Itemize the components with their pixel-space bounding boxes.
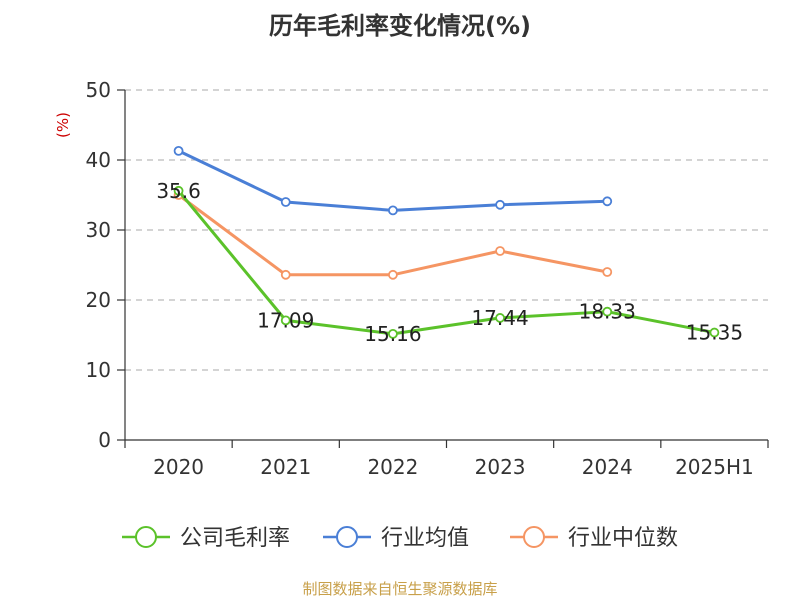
legend: 公司毛利率 行业均值 行业中位数 bbox=[122, 526, 678, 551]
data-point bbox=[173, 185, 184, 196]
data-point bbox=[388, 328, 398, 339]
x-tick-label: 2020 bbox=[153, 455, 204, 479]
x-tick-label: 2022 bbox=[367, 455, 418, 479]
data-point bbox=[709, 327, 720, 338]
y-tick-label: 40 bbox=[86, 148, 111, 172]
data-point bbox=[280, 315, 291, 326]
x-tick-label: 2021 bbox=[260, 455, 311, 479]
data-point bbox=[602, 196, 613, 207]
y-tick-label: 0 bbox=[98, 428, 111, 452]
x-tick-label: 2023 bbox=[475, 455, 526, 479]
data-label: 15.35 bbox=[686, 321, 743, 345]
data-label: 18.33 bbox=[579, 300, 636, 324]
data-label: 17.09 bbox=[257, 308, 314, 332]
legend-marker bbox=[336, 526, 358, 548]
y-tick-label: 30 bbox=[86, 218, 111, 242]
data-point bbox=[280, 197, 291, 207]
x-tick-label: 2025H1 bbox=[675, 455, 754, 479]
data-point bbox=[173, 145, 184, 156]
label-layer: 35.6 17.09 15.16 17.44 18.33 15.35 bbox=[156, 179, 743, 346]
y-axis-label: (%) bbox=[54, 112, 72, 138]
data-point bbox=[602, 267, 613, 277]
chart-title: 历年毛利率变化情况(%) bbox=[269, 12, 531, 40]
x-tick-label: 2024 bbox=[582, 455, 633, 479]
series-line bbox=[177, 189, 715, 336]
data-label: 35.6 bbox=[156, 179, 201, 203]
data-point bbox=[495, 246, 505, 256]
y-tick-label: 10 bbox=[86, 358, 111, 382]
legend-label: 公司毛利率 bbox=[180, 526, 290, 551]
legend-label: 行业均值 bbox=[381, 526, 469, 551]
data-point bbox=[280, 269, 291, 280]
data-point bbox=[495, 199, 505, 210]
y-tick-label: 20 bbox=[86, 288, 111, 312]
grid-layer bbox=[125, 89, 768, 371]
source-note: 制图数据来自恒生聚源数据库 bbox=[302, 580, 498, 598]
legend-label: 行业中位数 bbox=[568, 526, 678, 551]
legend-marker bbox=[523, 526, 545, 548]
data-point bbox=[388, 269, 398, 280]
data-point bbox=[388, 205, 398, 216]
axis-layer: 0 10 20 30 40 50 (%) 2020 2021 2022 2023 2024 2025H1 bbox=[54, 78, 769, 479]
data-label: 17.44 bbox=[471, 306, 528, 330]
data-point bbox=[495, 313, 505, 323]
series-layer bbox=[173, 145, 720, 339]
data-label: 15.16 bbox=[364, 322, 421, 346]
data-point bbox=[602, 306, 613, 317]
y-tick-label: 50 bbox=[86, 78, 111, 102]
legend-marker bbox=[135, 526, 157, 548]
